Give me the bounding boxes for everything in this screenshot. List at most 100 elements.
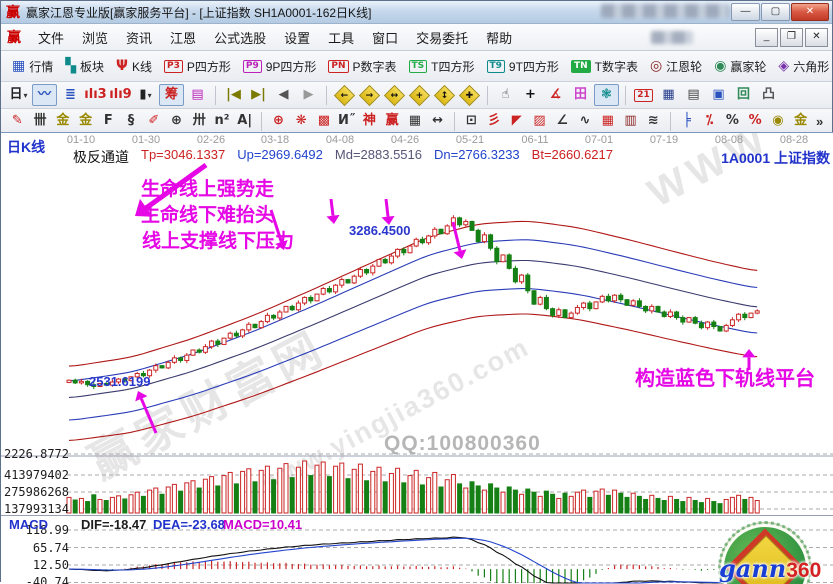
tbv-candle-style-button[interactable]: ▮ ▾ <box>134 85 157 105</box>
tbd-measure-span-button[interactable]: ↔ <box>427 111 448 131</box>
tbd-square-of-nine-button[interactable]: n² <box>212 111 233 131</box>
menu-item-9[interactable]: 帮助 <box>486 30 513 46</box>
tbd-brush-button[interactable]: ✎ <box>7 111 28 131</box>
channel-line-md <box>68 259 758 398</box>
tbd-gann-split-button[interactable]: 卌 <box>30 111 51 131</box>
tbv-nav-last-button[interactable]: ▶| <box>247 85 270 105</box>
tbd-percent-line-button[interactable]: % <box>745 111 766 131</box>
tbd-gold-lines-button[interactable]: 金 <box>790 111 811 131</box>
tbd-gold-circle-button[interactable]: ◉ <box>768 111 789 131</box>
minimize-button[interactable]: — <box>731 3 760 21</box>
menu-item-4[interactable]: 公式选股 <box>214 30 267 46</box>
tbd-gold-split-b-button[interactable]: 金 <box>75 111 96 131</box>
tbv-save-button[interactable]: ▣ <box>707 85 730 105</box>
tbd-square-web-button[interactable]: ▩ <box>314 111 335 131</box>
tb-t-number-table-button[interactable]: TN T数字表 <box>565 57 644 76</box>
maximize-button[interactable]: ▢ <box>761 3 790 21</box>
tbv-profit-histogram-button[interactable]: ▤ <box>186 85 209 105</box>
tbd-shen-tool-button[interactable]: 神 <box>359 111 380 131</box>
mdi-restore-button[interactable]: ❐ <box>780 28 803 47</box>
tbd-number-grid-button[interactable]: ▦ <box>404 111 425 131</box>
tb-kline-button[interactable]: Ψ K线 <box>110 57 158 76</box>
tbv-info-board-button[interactable]: ≣ <box>59 85 82 105</box>
mdi-minimize-button[interactable]: _ <box>755 28 778 47</box>
tb-9t-square-button[interactable]: T9 9T四方形 <box>481 57 565 76</box>
tb-t-square-button[interactable]: TS T四方形 <box>403 57 481 76</box>
tbv-hand-drag-button[interactable]: ☝ <box>494 85 517 105</box>
tbd-fib-lines-button[interactable]: F <box>98 111 119 131</box>
tbv-smart-brain-button[interactable]: ❃ <box>594 84 619 106</box>
tbv-notes-button[interactable]: ▤ <box>682 85 705 105</box>
tbv-nav-prev-button[interactable]: ◀ <box>272 85 295 105</box>
tbv-angle-measure-button[interactable]: ∡ <box>544 85 567 105</box>
tbv-bars-9-button[interactable]: ılı9 <box>109 85 132 105</box>
menu-item-0[interactable]: 文件 <box>38 30 65 46</box>
tbd-percent-button[interactable]: % <box>722 111 743 131</box>
menu-item-1[interactable]: 浏览 <box>82 30 109 46</box>
tbv-remote-data-button[interactable]: 回 <box>732 85 755 105</box>
tb-p-number-table-button[interactable]: PN P数字表 <box>322 57 402 76</box>
tbv-nav-next-button[interactable]: ▶ <box>297 85 320 105</box>
channel-lines-icon: ≋ <box>647 113 659 128</box>
tbv-nav-first-button[interactable]: |◀ <box>222 85 245 105</box>
tb-quotes-button[interactable]: ▦ 行情 <box>6 57 59 76</box>
nav-next-icon: ▶ <box>303 87 314 102</box>
tb-winner-wheel-button[interactable]: ◉ 赢家轮 <box>708 57 772 76</box>
tb-p-square-button[interactable]: P3 P四方形 <box>158 57 237 76</box>
tbd-channel-lines-button[interactable]: ≋ <box>643 111 664 131</box>
menu-item-3[interactable]: 江恩 <box>170 30 197 46</box>
close-button[interactable]: ✕ <box>791 3 829 21</box>
menu-item-6[interactable]: 工具 <box>328 30 355 46</box>
tbd-box-fan-button[interactable]: ◤ <box>506 111 527 131</box>
tb-9p-square-button[interactable]: P9 9P四方形 <box>237 57 323 76</box>
tbd-pulse-marks-button[interactable]: И˝ <box>336 111 357 131</box>
tbd-marker-pen-button[interactable]: ✐ <box>143 111 164 131</box>
menu-item-2[interactable]: 资讯 <box>126 30 153 46</box>
tbd-overflow[interactable]: » <box>815 113 824 129</box>
tbv-period-day-button[interactable]: 日 ▾ <box>7 85 30 105</box>
tbd-price-grid-button[interactable]: ▦ <box>597 111 618 131</box>
tbv-restore-view-button[interactable]: ✚ <box>458 84 481 106</box>
tb-hexagon-button[interactable]: ◈ 六角形 <box>772 57 833 76</box>
tbv-print-button[interactable]: 凸 <box>757 85 780 105</box>
menu-item-5[interactable]: 设置 <box>284 30 311 46</box>
tbd-time-circle-button[interactable]: ⊕ <box>166 111 187 131</box>
tbd-box-frame-button[interactable]: ⊡ <box>461 111 482 131</box>
tbd-zigzag-button[interactable]: ∿ <box>575 111 596 131</box>
time-grid-icon: ▥ <box>624 113 637 128</box>
tbv-expand-all-button[interactable]: + <box>408 84 431 106</box>
tbv-calendar-button[interactable]: 21 <box>632 85 655 105</box>
period-tab-daily[interactable]: 日K线 <box>7 139 46 155</box>
menu-item-7[interactable]: 窗口 <box>372 30 399 46</box>
tbv-fit-x-button[interactable]: ↔ <box>383 84 406 106</box>
save-icon: ▣ <box>712 87 725 102</box>
tbd-spider-web-button[interactable]: ❋ <box>291 111 312 131</box>
tbd-text-note-button[interactable]: A| <box>234 111 255 131</box>
tbv-curve-overlay-button[interactable]: 〰 <box>32 84 57 106</box>
tbd-shaded-box-button[interactable]: ▨ <box>529 111 550 131</box>
tbv-grow-x-button[interactable]: → <box>358 84 381 106</box>
tbd-angle-fan-button[interactable]: ∠ <box>552 111 573 131</box>
tbv-bars-3-button[interactable]: ılı3 <box>84 85 107 105</box>
mdi-close-button[interactable]: ✕ <box>805 28 828 47</box>
shen-tool-icon: 神 <box>362 113 376 128</box>
tb-gann-wheel-button[interactable]: ◎ 江恩轮 <box>644 57 708 76</box>
tbv-calculator-button[interactable]: ▦ <box>657 85 680 105</box>
tbd-gann-fan-button[interactable]: 彡 <box>484 111 505 131</box>
tbv-chip-distribution-button[interactable]: 筹 <box>159 84 184 106</box>
tbd-stats-panel-button[interactable]: ╞ <box>677 111 698 131</box>
tbd-time-lines-button[interactable]: 卅 <box>189 111 210 131</box>
tbd-time-grid-button[interactable]: ▥ <box>620 111 641 131</box>
tbv-gann-frame-button[interactable]: 田 <box>569 85 592 105</box>
tbv-shrink-x-button[interactable]: ← <box>333 84 356 106</box>
tbd-percent-zone-button[interactable]: ⁒ <box>699 111 720 131</box>
tbd-gold-split-a-button[interactable]: 金 <box>52 111 73 131</box>
tbv-fit-y-button[interactable]: ↕ <box>433 84 456 106</box>
menu-item-8[interactable]: 交易委托 <box>416 30 469 46</box>
info-board-icon: ≣ <box>65 87 76 102</box>
tb-sectors-button[interactable]: ▚ 板块 <box>59 57 110 76</box>
tbd-gann-circle-button[interactable]: ⊕ <box>268 111 289 131</box>
tbv-crosshair-button[interactable]: + <box>519 85 542 105</box>
tbd-spiral-button[interactable]: § <box>121 111 142 131</box>
tbd-ying-tool-button[interactable]: 赢 <box>382 111 403 131</box>
